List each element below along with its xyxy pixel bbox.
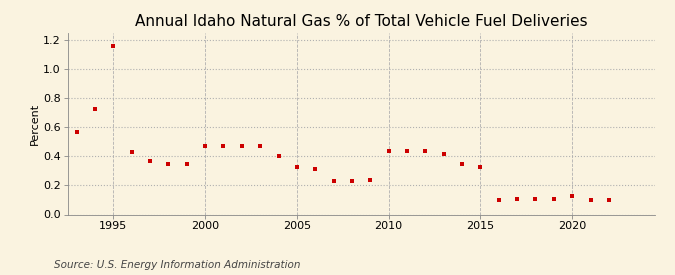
- Point: [218, 144, 229, 148]
- Point: [90, 106, 101, 111]
- Point: [163, 161, 174, 166]
- Point: [567, 193, 578, 198]
- Point: [457, 161, 468, 166]
- Point: [144, 159, 155, 163]
- Text: Source: U.S. Energy Information Administration: Source: U.S. Energy Information Administ…: [54, 260, 300, 270]
- Point: [126, 150, 137, 154]
- Point: [328, 179, 339, 183]
- Y-axis label: Percent: Percent: [30, 103, 40, 145]
- Point: [108, 44, 119, 48]
- Point: [603, 198, 614, 202]
- Point: [310, 167, 321, 172]
- Point: [512, 196, 522, 201]
- Point: [236, 144, 247, 148]
- Point: [292, 164, 302, 169]
- Point: [402, 148, 412, 153]
- Title: Annual Idaho Natural Gas % of Total Vehicle Fuel Deliveries: Annual Idaho Natural Gas % of Total Vehi…: [135, 14, 587, 29]
- Point: [530, 196, 541, 201]
- Point: [383, 148, 394, 153]
- Point: [420, 148, 431, 153]
- Point: [200, 144, 211, 148]
- Point: [475, 164, 486, 169]
- Point: [346, 179, 357, 183]
- Point: [548, 196, 559, 201]
- Point: [254, 144, 265, 148]
- Point: [438, 151, 449, 156]
- Point: [365, 177, 376, 182]
- Point: [182, 161, 192, 166]
- Point: [585, 198, 596, 202]
- Point: [273, 154, 284, 159]
- Point: [72, 130, 82, 134]
- Point: [493, 198, 504, 202]
